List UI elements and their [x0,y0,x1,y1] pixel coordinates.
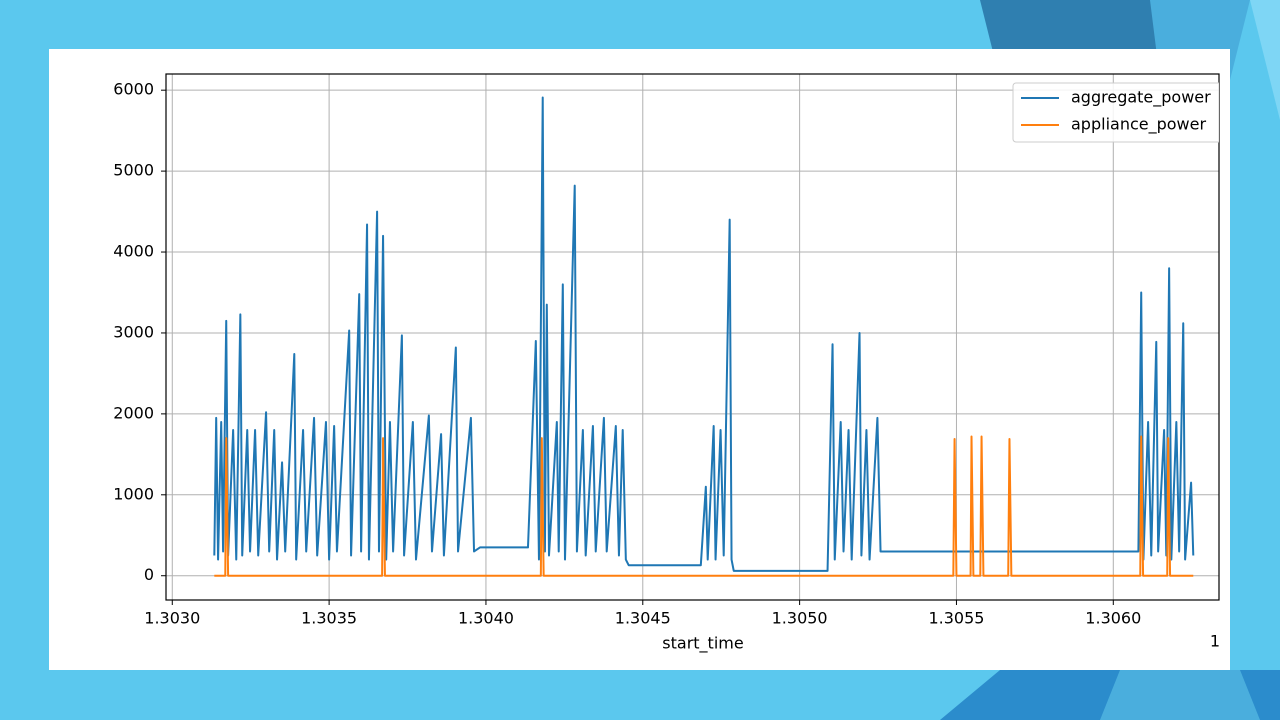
decor-shape [1250,0,1280,120]
x-tick-label: 1.3030 [144,609,200,628]
decor-shape [1100,670,1260,720]
x-tick-label: 1.3060 [1085,609,1141,628]
y-tick-label: 1000 [113,484,154,503]
legend-label: aggregate_power [1071,88,1211,108]
x-tick-label: 1.3040 [458,609,514,628]
plot-area [213,96,1195,577]
y-tick-label: 0 [144,565,154,584]
axes-frame [165,73,1220,601]
y-tick-label: 2000 [113,403,154,422]
series-line [213,96,1195,572]
chart-panel [49,49,1230,670]
x-tick-label: 1.3045 [615,609,671,628]
legend-box [1012,82,1219,143]
x-tick-label: 1.3035 [301,609,357,628]
y-tick-label: 4000 [113,242,154,261]
legend-label: appliance_power [1071,115,1206,135]
x-offset-label: 1 [1210,632,1220,651]
x-tick-label: 1.3050 [772,609,828,628]
chart: 0 1000 2000 3000 4000 5000 6000 1.3030 1.3035 1.3… [113,73,1220,628]
legend: aggregate_power appliance_power [1012,82,1219,143]
x-axis-label: start_time [662,634,743,654]
y-tick-label: 6000 [113,80,154,99]
y-tick-label: 5000 [113,161,154,180]
y-tick-label: 3000 [113,322,154,341]
series-line [214,435,1194,577]
x-tick-label: 1.3055 [928,609,984,628]
